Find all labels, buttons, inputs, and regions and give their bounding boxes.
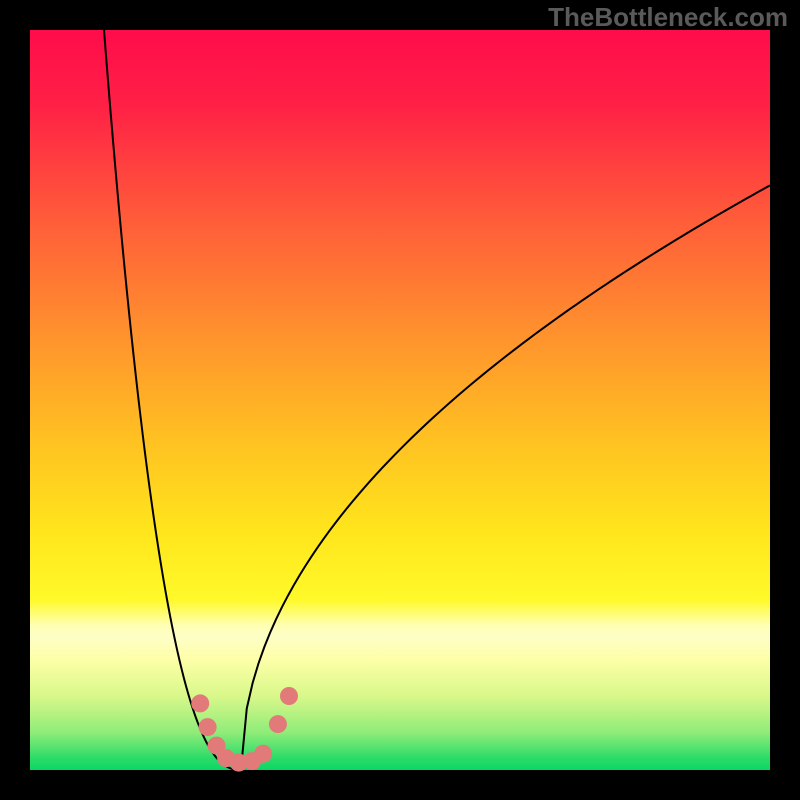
data-dot bbox=[254, 745, 272, 763]
watermark-text: TheBottleneck.com bbox=[548, 2, 788, 33]
gradient-background bbox=[30, 30, 770, 770]
data-dot bbox=[191, 694, 209, 712]
bottleneck-chart-svg bbox=[0, 0, 800, 800]
data-dot bbox=[269, 715, 287, 733]
data-dot bbox=[280, 687, 298, 705]
chart-frame: TheBottleneck.com bbox=[0, 0, 800, 800]
data-dot bbox=[199, 718, 217, 736]
